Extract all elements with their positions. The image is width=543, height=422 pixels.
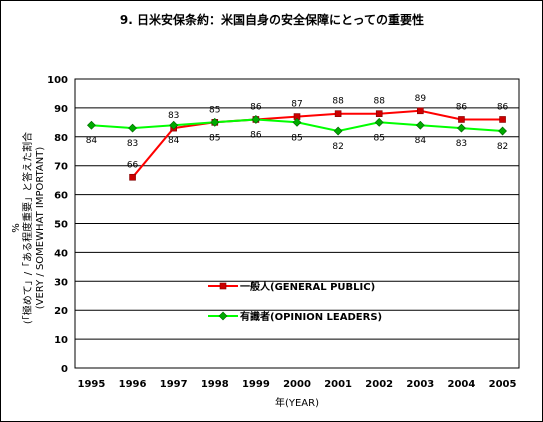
point-opinion-leaders-2004 bbox=[457, 123, 466, 133]
data-label-opinion-leaders-1997: 84 bbox=[168, 136, 180, 146]
x-axis-title: 年(YEAR) bbox=[275, 396, 319, 409]
point-general-public-2001 bbox=[334, 110, 342, 117]
data-label-opinion-leaders-1995: 84 bbox=[86, 136, 98, 146]
x-tick-label-1995: 1995 bbox=[78, 379, 106, 390]
data-label-general-public-2000: 87 bbox=[291, 100, 302, 110]
y-tick-label-70: 70 bbox=[54, 162, 68, 173]
legend: 一般人(GENERAL PUBLIC) 有識者(OPINION LEADERS) bbox=[208, 280, 382, 323]
point-opinion-leaders-1996 bbox=[128, 123, 137, 133]
data-label-opinion-leaders-2001: 82 bbox=[332, 142, 343, 152]
data-label-general-public-1999: 86 bbox=[250, 102, 262, 112]
point-opinion-leaders-2002 bbox=[374, 117, 384, 127]
legend-item-opinion-leaders: 有識者(OPINION LEADERS) bbox=[208, 310, 382, 323]
y-axis-title: % (「極めて」/「ある程度重要」と答えた割合 (VERY / SOMEWHAT… bbox=[11, 132, 46, 324]
y-tick-label-40: 40 bbox=[54, 248, 68, 259]
data-label-general-public-1997: 83 bbox=[168, 111, 179, 121]
legend-marker-opinion-leaders bbox=[218, 311, 228, 321]
x-tick-label-1996: 1996 bbox=[119, 379, 147, 390]
y-axis-title-line-2: (「極めて」/「ある程度重要」と答えた割合 bbox=[21, 132, 34, 324]
data-label-general-public-2005: 86 bbox=[497, 102, 509, 112]
y-tick-label-50: 50 bbox=[54, 220, 68, 231]
point-opinion-leaders-1995 bbox=[87, 120, 96, 130]
x-tick-label-2003: 2003 bbox=[406, 379, 434, 390]
y-axis-title-line-3: (VERY / SOMEWHAT IMPORTANT) bbox=[35, 147, 46, 310]
data-label-general-public-1998: 85 bbox=[209, 105, 220, 115]
legend-marker-general-public bbox=[219, 282, 227, 290]
legend-item-general-public: 一般人(GENERAL PUBLIC) bbox=[208, 280, 375, 293]
x-tick-label-2005: 2005 bbox=[489, 379, 517, 390]
data-labels: 66 83 85 86 87 88 88 89 86 86 84 83 84 85 86 85 82 85 84 83… bbox=[86, 94, 509, 170]
x-tick-label-2004: 2004 bbox=[448, 379, 476, 390]
series bbox=[87, 107, 507, 181]
x-tick-label-2000: 2000 bbox=[283, 379, 311, 390]
chart-title: 9. 日米安保条約：米国自身の安全保障にとっての重要性 bbox=[120, 12, 424, 27]
legend-label-opinion-leaders: 有識者(OPINION LEADERS) bbox=[240, 310, 382, 323]
data-label-general-public-2003: 89 bbox=[415, 94, 427, 104]
point-opinion-leaders-2000 bbox=[292, 117, 302, 127]
data-label-general-public-1996: 66 bbox=[127, 160, 139, 170]
y-tick-label-60: 60 bbox=[54, 191, 68, 202]
point-opinion-leaders-2003 bbox=[415, 120, 425, 130]
y-tick-label-0: 0 bbox=[61, 364, 68, 375]
point-general-public-1996 bbox=[129, 173, 136, 181]
x-tick-labels: 1995 1996 1997 1998 1999 2000 2001 2002 2003 2004… bbox=[78, 379, 517, 390]
y-tick-label-100: 100 bbox=[47, 75, 68, 86]
data-label-general-public-2004: 86 bbox=[456, 102, 468, 112]
y-tick-label-90: 90 bbox=[54, 104, 68, 115]
point-general-public-2002 bbox=[375, 110, 383, 117]
data-label-opinion-leaders-1999: 86 bbox=[250, 130, 262, 140]
data-label-opinion-leaders-1996: 83 bbox=[127, 139, 138, 149]
y-tick-label-10: 10 bbox=[54, 335, 68, 346]
x-tick-label-1998: 1998 bbox=[201, 379, 229, 390]
data-label-opinion-leaders-2003: 84 bbox=[415, 136, 427, 146]
point-general-public-2005 bbox=[499, 116, 506, 123]
x-tick-label-1999: 1999 bbox=[242, 379, 270, 390]
y-axis-title-line-1: % bbox=[11, 223, 22, 233]
point-general-public-2004 bbox=[458, 116, 465, 123]
y-tick-label-30: 30 bbox=[54, 277, 68, 288]
legend-label-general-public: 一般人(GENERAL PUBLIC) bbox=[240, 280, 375, 293]
point-opinion-leaders-1997 bbox=[169, 120, 179, 130]
x-tick-label-1997: 1997 bbox=[160, 379, 188, 390]
data-label-opinion-leaders-1998: 85 bbox=[209, 133, 220, 143]
point-opinion-leaders-1998 bbox=[210, 117, 220, 127]
point-opinion-leaders-2005 bbox=[498, 126, 507, 136]
series-opinion-leaders bbox=[87, 115, 507, 136]
x-tick-label-2001: 2001 bbox=[324, 379, 352, 390]
data-label-opinion-leaders-2002: 85 bbox=[373, 133, 384, 143]
point-opinion-leaders-1999 bbox=[251, 115, 261, 124]
point-opinion-leaders-2001 bbox=[333, 126, 343, 136]
series-general-public bbox=[129, 107, 506, 181]
point-general-public-2003 bbox=[417, 107, 424, 115]
data-label-general-public-2002: 88 bbox=[373, 97, 385, 107]
x-tick-label-2002: 2002 bbox=[365, 379, 393, 390]
data-label-opinion-leaders-2004: 83 bbox=[456, 139, 467, 149]
plot-area bbox=[74, 78, 520, 369]
gridlines bbox=[75, 107, 519, 340]
y-tick-label-80: 80 bbox=[54, 133, 68, 144]
data-label-opinion-leaders-2005: 82 bbox=[497, 142, 508, 152]
y-tick-labels: 0 10 20 30 40 50 60 70 80 90 100 bbox=[47, 75, 68, 375]
data-label-general-public-2001: 88 bbox=[332, 97, 344, 107]
data-label-opinion-leaders-2000: 85 bbox=[291, 133, 302, 143]
y-tick-label-20: 20 bbox=[54, 306, 68, 317]
series-line-general-public bbox=[131, 109, 503, 178]
